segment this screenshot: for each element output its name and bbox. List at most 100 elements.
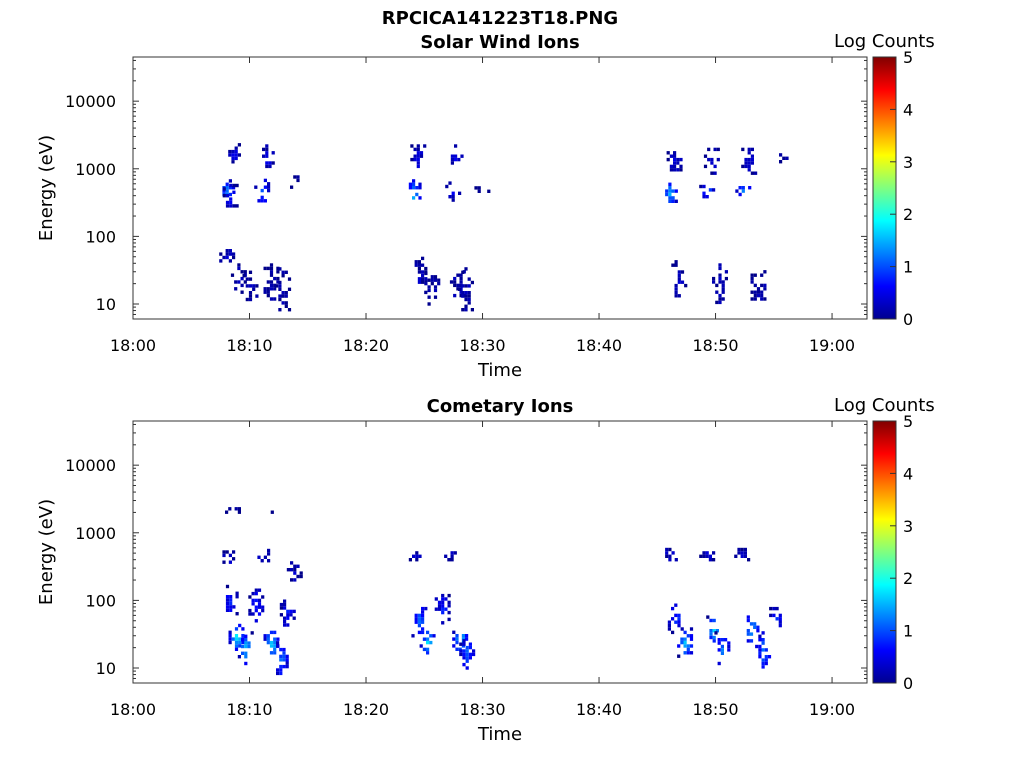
colorbar-label: Log Counts	[834, 395, 935, 416]
spectrogram-cell	[665, 182, 678, 203]
x-axis-label: Time	[477, 360, 522, 381]
x-axis-label: Time	[477, 724, 522, 745]
x-tick-label: 18:30	[459, 700, 505, 719]
spectrogram-cell	[408, 179, 422, 200]
x-tick-label: 18:20	[343, 336, 389, 355]
colorbar-tick-label: 3	[903, 153, 913, 172]
x-tick-label: 19:00	[809, 336, 855, 355]
panel-solar-wind-ions: Solar Wind Ions Log Counts 1 0 100 1000 1000…	[36, 31, 935, 381]
colorbar-tick-label: 1	[903, 258, 913, 277]
spectrogram-cell	[741, 147, 758, 175]
spectrogram-cell	[706, 615, 719, 643]
spectrogram-cell	[270, 510, 274, 514]
y-axis-label: Energy (eV)	[36, 135, 57, 241]
spectrogram-cell	[746, 615, 760, 643]
colorbar	[872, 56, 897, 320]
spectrogram-cells	[219, 143, 789, 312]
spectrogram-cell	[225, 507, 241, 514]
x-tick-label: 18:10	[226, 700, 272, 719]
spectrogram-cell	[424, 271, 441, 306]
colorbar-tick-label: 2	[903, 205, 913, 224]
spectrogram-cell	[677, 627, 694, 658]
spectrogram-cell	[419, 630, 436, 655]
spectrogram-cell	[445, 181, 462, 202]
spectrogram-cell	[750, 270, 767, 301]
spectrogram-cell	[450, 144, 464, 165]
y-tick-label: 1000	[75, 524, 116, 543]
x-tick-label: 19:00	[809, 700, 855, 719]
spectrogram-cell	[228, 623, 245, 651]
spectrogram-cell	[408, 551, 422, 562]
y-axis-label: Energy (eV)	[36, 499, 57, 605]
spectrogram-cell	[263, 263, 280, 301]
colorbar-tick-label: 3	[903, 517, 913, 536]
panel-cometary-ions: Cometary Ions Log Counts 10100100010000 …	[36, 395, 935, 745]
x-tick-label: 18:40	[576, 336, 622, 355]
y-tick-label: 1000	[75, 160, 116, 179]
spectrogram-cell	[667, 603, 684, 635]
spectrogram-cell	[769, 606, 782, 628]
colorbar-label: Log Counts	[834, 31, 935, 52]
spectrogram-cell	[411, 606, 428, 638]
y-axis-ticks: 10 100 1000 10000	[65, 423, 867, 684]
colorbar-tick-label: 0	[903, 310, 913, 329]
spectrogram-cell	[666, 151, 683, 172]
spectrogram-cell	[228, 143, 241, 164]
spectrogram-cell	[237, 631, 254, 666]
y-tick-label: 10	[96, 659, 116, 678]
spectrogram-cell	[665, 547, 678, 562]
y-tick-label: 10000	[65, 92, 116, 111]
spectrogram-cell	[474, 186, 491, 193]
panel-title: Solar Wind Ions	[420, 32, 579, 53]
spectrogram-cell	[262, 144, 275, 169]
spectrogram-cell	[444, 551, 457, 562]
spectrogram-cell	[714, 631, 731, 666]
spectrogram-cell	[410, 144, 427, 169]
panel-title: Cometary Ions	[427, 396, 574, 417]
spectrogram-cell	[779, 153, 789, 164]
spectrogram-cell	[276, 641, 289, 676]
y-tick-label: 10000	[65, 456, 116, 475]
spectrogram-cell	[275, 267, 292, 312]
x-tick-label: 18:40	[576, 700, 622, 719]
figure-title: RPCICA141223T18.PNG	[382, 8, 618, 29]
spectrogram-cell	[225, 584, 239, 616]
x-tick-label: 18:00	[110, 336, 156, 355]
spectrogram-cell	[699, 184, 716, 199]
colorbar-tick-label: 5	[903, 48, 913, 67]
spectrogram-cell	[734, 547, 751, 562]
colorbar-ticks: 0 1 2 3 4 5	[890, 412, 913, 693]
spectrogram-cell	[699, 551, 716, 562]
x-tick-label: 18:50	[692, 700, 738, 719]
spectrogram-cell	[248, 588, 265, 623]
colorbar	[872, 420, 897, 684]
y-tick-label: 100	[85, 227, 116, 246]
spectrogram-cell	[755, 631, 772, 669]
colorbar-tick-label: 4	[903, 464, 913, 483]
colorbar-tick-label: 4	[903, 100, 913, 119]
colorbar-tick-label: 5	[903, 412, 913, 431]
spectrogram-cell	[458, 267, 474, 312]
spectrogram-cells	[222, 507, 782, 676]
spectrogram-cell	[230, 263, 247, 294]
spectrogram-cell	[735, 186, 752, 197]
spectrogram-cell	[414, 256, 428, 295]
x-tick-label: 18:30	[459, 336, 505, 355]
x-axis-ticks: 18:00 18:10 18:20 18:30 18:40 18:50 19:00	[110, 421, 855, 719]
spectrogram-cell	[222, 550, 236, 564]
y-axis-ticks: 10 100 1000 10000	[65, 59, 867, 320]
spectrogram-cell	[279, 599, 296, 627]
spectrogram-cell	[434, 593, 451, 625]
spectrogram-cell	[671, 260, 688, 298]
colorbar-ticks: 0 1 2 3 4 5	[890, 48, 913, 329]
spectrogram-cell	[219, 249, 236, 263]
spectrogram-cell	[242, 270, 259, 302]
x-tick-label: 18:00	[110, 700, 156, 719]
spectrogram-cell	[712, 263, 728, 305]
spectrogram-cell	[703, 147, 720, 175]
spectrogram-cell	[290, 175, 300, 189]
spectrogram-cell	[254, 178, 271, 203]
colorbar-tick-label: 0	[903, 674, 913, 693]
colorbar-tick-label: 1	[903, 622, 913, 641]
